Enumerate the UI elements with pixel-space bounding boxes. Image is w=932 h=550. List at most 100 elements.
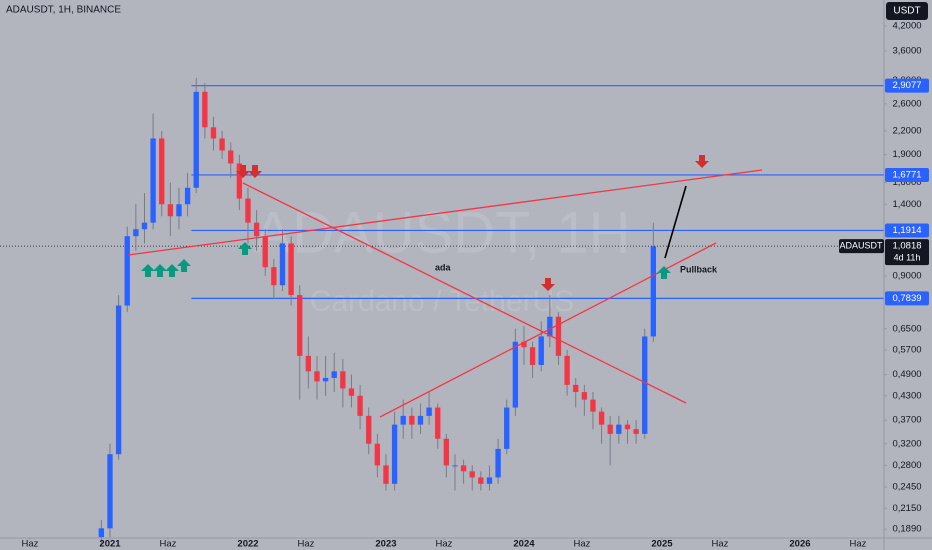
x-tick-label: Haz: [573, 539, 590, 550]
up-arrow: [165, 264, 179, 277]
candle-body: [581, 392, 588, 400]
y-tick-label: 0,3200: [892, 438, 921, 449]
x-tick-label: Haz: [711, 539, 728, 550]
y-tick-label: 0,6500: [892, 323, 921, 334]
candle-body: [322, 377, 329, 382]
candle-body: [529, 347, 536, 365]
candle-body: [210, 127, 217, 139]
countdown-label: 4d 11h: [894, 252, 921, 262]
currency-button[interactable]: [886, 2, 928, 20]
y-tick-label: 1,9000: [892, 149, 921, 160]
down-arrow: [248, 165, 262, 178]
candle-body: [469, 471, 475, 478]
down-arrow: [541, 278, 555, 291]
candle-body: [391, 424, 398, 484]
y-tick-label: 0,3700: [892, 415, 921, 426]
x-tick-label: 2025: [651, 539, 673, 550]
candle-body: [633, 429, 639, 434]
level-label-box: [885, 78, 929, 93]
currency-label[interactable]: USDT: [893, 6, 920, 17]
up-arrow: [657, 266, 671, 279]
annotation: ada: [435, 262, 452, 272]
candle-body: [279, 243, 286, 286]
trend-line: [127, 169, 763, 256]
candle-body: [314, 371, 320, 382]
candle-body: [573, 384, 579, 393]
candle-body: [443, 438, 450, 466]
up-arrow: [141, 264, 155, 277]
candle-body: [150, 138, 156, 223]
candle-body: [124, 236, 130, 306]
candle-body: [538, 336, 544, 365]
candle-body: [202, 91, 208, 128]
level-label-box: [885, 167, 929, 182]
y-tick-label: 0,1890: [892, 524, 921, 535]
trend-line: [242, 182, 687, 404]
x-tick-label: Haz: [435, 539, 452, 550]
level-label: 1,6771: [892, 169, 921, 180]
y-tick-label: 2,6000: [892, 98, 921, 109]
candle-body: [598, 411, 605, 425]
candle-body: [253, 222, 260, 237]
y-tick-label: 1,4000: [892, 199, 921, 210]
candle-body: [486, 477, 493, 484]
candle-body: [616, 424, 622, 434]
candle-body: [228, 150, 234, 164]
y-tick-label: 0,4300: [892, 390, 921, 401]
candle-body: [348, 388, 355, 396]
candle-body: [642, 336, 648, 434]
symbol-label: ADAUSDT: [839, 240, 883, 250]
candle-body: [417, 415, 424, 425]
up-arrow: [238, 242, 252, 255]
candle-body: [435, 407, 441, 439]
candle-body: [167, 204, 174, 217]
watermark: ADAUSDT, 1H: [253, 200, 630, 265]
y-tick-label: 0,4900: [892, 369, 921, 380]
candles: [98, 77, 657, 547]
candle-body: [271, 267, 277, 286]
up-arrow: [153, 264, 167, 277]
candle-body: [460, 465, 467, 472]
candle-body: [141, 222, 148, 230]
candle-body: [495, 448, 501, 478]
x-tick-label: 2026: [789, 539, 810, 550]
drawings: [127, 169, 763, 418]
candle-body: [607, 424, 613, 434]
candle-body: [245, 198, 251, 223]
candle-body: [564, 355, 570, 385]
level-label: 2,9077: [892, 80, 921, 91]
candle-body: [236, 163, 243, 199]
candle-body: [366, 415, 372, 444]
y-tick-label: 3,6000: [892, 46, 921, 57]
last-price-box: [885, 239, 929, 266]
candle-body: [219, 138, 225, 151]
y-tick-label: 4,2000: [892, 21, 921, 32]
candle-body: [400, 415, 406, 425]
projection-line: [664, 185, 687, 259]
candle-body: [555, 316, 562, 356]
candle-body: [184, 187, 191, 205]
x-tick-label: 2021: [99, 539, 121, 550]
y-tick-label: 0,2800: [892, 460, 921, 471]
candle-body: [193, 91, 199, 188]
candle-body: [340, 371, 346, 389]
down-arrow: [695, 155, 709, 168]
candle-body: [331, 371, 337, 378]
up-arrow: [177, 259, 191, 272]
y-tick-label: 1,6000: [892, 177, 921, 188]
level-label-box: [885, 291, 929, 306]
annotation: Pullback: [680, 264, 718, 274]
candle-body: [383, 465, 389, 484]
candle-body: [98, 528, 105, 538]
x-tick-label: 2024: [513, 539, 535, 550]
candle-body: [521, 341, 527, 348]
candle-body: [547, 316, 553, 337]
x-tick-label: Haz: [21, 539, 38, 550]
candle-body: [374, 443, 381, 466]
candle-body: [504, 407, 510, 449]
symbol-box: [839, 239, 884, 254]
candle-body: [159, 138, 165, 205]
